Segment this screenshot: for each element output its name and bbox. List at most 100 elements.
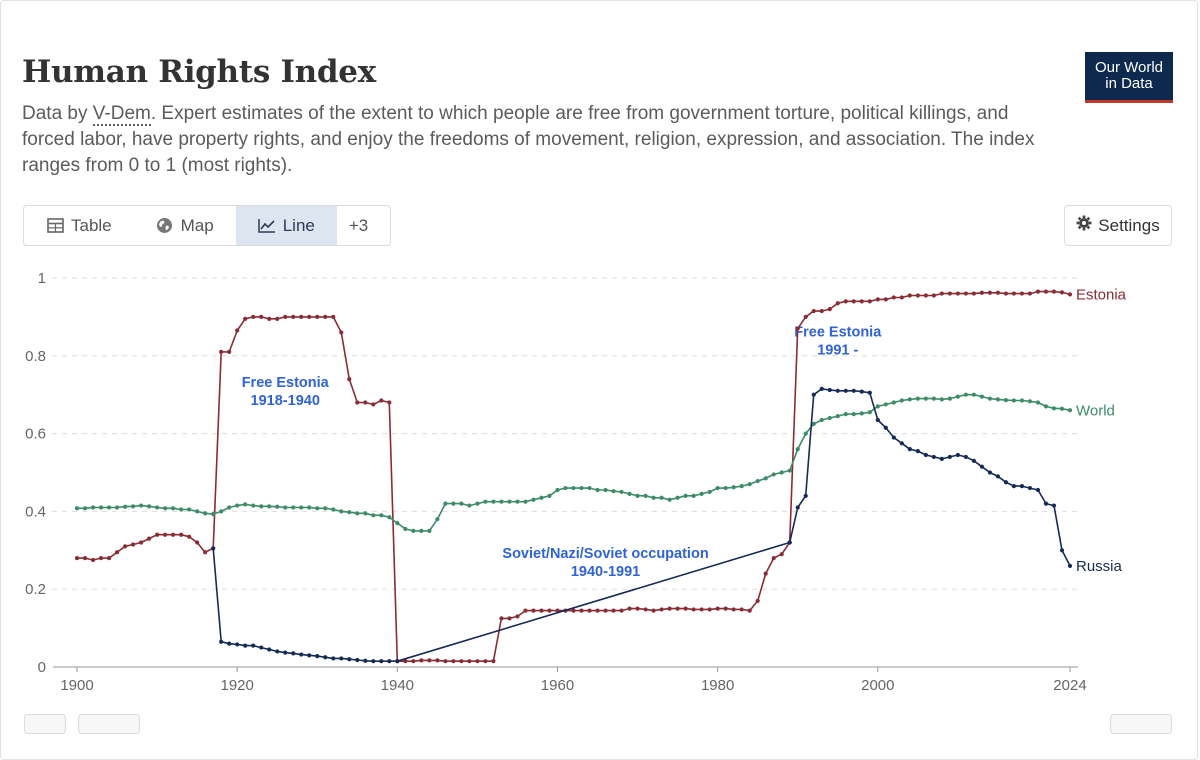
footer-button-right[interactable] — [1110, 714, 1172, 734]
data-point-estonia — [939, 291, 944, 296]
tab-more[interactable]: +3 — [337, 206, 380, 245]
data-point-russia — [931, 454, 936, 460]
data-point-estonia — [106, 555, 112, 561]
data-point-estonia — [947, 291, 952, 296]
tab-line[interactable]: Line — [235, 206, 337, 245]
data-point-world — [163, 506, 168, 511]
data-point-estonia — [179, 532, 184, 537]
owid-logo[interactable]: Our World in Data — [1085, 52, 1173, 102]
data-point-world — [1027, 399, 1033, 404]
data-point-russia — [795, 505, 800, 510]
data-point-world — [138, 503, 144, 508]
globe-icon — [156, 217, 174, 235]
data-point-estonia — [691, 607, 696, 612]
data-point-russia — [899, 441, 904, 446]
data-point-estonia — [795, 326, 800, 331]
data-point-world — [130, 504, 136, 509]
data-point-world — [539, 495, 544, 500]
data-point-estonia — [171, 532, 176, 537]
annotation-text: Free Estonia — [794, 324, 882, 340]
data-point-russia — [395, 659, 400, 664]
data-point-estonia — [122, 544, 128, 549]
logo-accent-bar — [1085, 100, 1173, 103]
tab-map-label: Map — [180, 215, 214, 235]
data-point-estonia — [659, 607, 664, 612]
data-point-estonia — [931, 293, 936, 298]
data-point-estonia — [1035, 289, 1041, 294]
subtitle-rest: . Expert estimates of the extent to whic… — [22, 103, 1035, 176]
data-point-estonia — [923, 293, 928, 298]
data-point-russia — [955, 452, 960, 458]
data-point-world — [90, 505, 96, 510]
data-point-russia — [979, 464, 985, 469]
data-point-world — [74, 506, 80, 511]
series-line-world — [77, 393, 1071, 532]
data-point-estonia — [323, 314, 328, 319]
data-point-russia — [355, 657, 360, 663]
data-point-world — [707, 489, 712, 495]
data-point-world — [187, 507, 192, 512]
data-point-world — [507, 499, 512, 504]
x-tick-label: 1920 — [220, 677, 253, 694]
data-point-estonia — [114, 550, 120, 555]
data-point-estonia — [331, 314, 336, 319]
tab-table[interactable]: Table — [24, 206, 134, 245]
data-point-world — [235, 503, 240, 508]
data-point-estonia — [755, 598, 760, 603]
data-point-estonia — [667, 606, 672, 611]
data-point-world — [763, 476, 768, 481]
data-point-world — [955, 394, 960, 399]
data-point-world — [779, 470, 784, 475]
data-point-russia — [275, 649, 280, 654]
data-point-world — [146, 504, 152, 509]
data-point-world — [995, 397, 1001, 402]
data-point-world — [867, 410, 872, 415]
chart-subtitle: Data by V-Dem. Expert estimates of the e… — [22, 101, 1062, 179]
tab-more-label: +3 — [348, 215, 369, 235]
data-point-russia — [235, 642, 240, 647]
data-point-estonia — [907, 293, 912, 298]
settings-button[interactable]: Settings — [1064, 205, 1172, 246]
logo-line1: Our World — [1094, 59, 1164, 76]
data-point-estonia — [675, 606, 680, 611]
data-point-russia — [987, 470, 993, 475]
data-point-russia — [907, 447, 912, 452]
data-point-russia — [947, 454, 952, 460]
data-point-world — [1043, 404, 1049, 409]
data-point-world — [939, 397, 944, 402]
series-line-estonia — [77, 290, 1071, 663]
x-tick-label: 1900 — [60, 677, 93, 694]
data-point-world — [859, 411, 864, 416]
data-point-estonia — [1051, 289, 1057, 294]
data-point-russia — [939, 456, 944, 461]
tab-map[interactable]: Map — [134, 206, 236, 245]
data-point-world — [595, 487, 600, 493]
footer-button-left[interactable] — [24, 714, 66, 734]
annotation-text: Free Estonia — [242, 375, 330, 391]
data-point-estonia — [723, 606, 728, 611]
data-point-estonia — [683, 606, 688, 611]
data-point-estonia — [955, 291, 960, 296]
data-point-estonia — [875, 297, 880, 302]
data-point-russia — [243, 643, 248, 648]
footer-button-second[interactable] — [78, 714, 140, 734]
data-point-world — [211, 512, 216, 517]
data-point-russia — [339, 656, 344, 661]
data-point-russia — [307, 653, 312, 658]
source-link[interactable]: V-Dem — [92, 103, 151, 126]
data-point-world — [371, 513, 376, 518]
data-point-russia — [219, 639, 224, 644]
data-point-world — [963, 392, 968, 397]
data-point-estonia — [587, 608, 592, 613]
data-point-estonia — [435, 658, 440, 663]
data-point-world — [251, 503, 256, 508]
data-point-world — [387, 515, 392, 520]
data-point-russia — [283, 650, 288, 655]
line-chart-icon — [257, 217, 276, 235]
data-point-estonia — [603, 608, 608, 613]
data-point-russia — [915, 449, 920, 454]
data-point-estonia — [715, 606, 720, 611]
data-point-estonia — [1019, 291, 1025, 296]
data-point-world — [299, 505, 304, 510]
data-point-russia — [387, 659, 392, 664]
